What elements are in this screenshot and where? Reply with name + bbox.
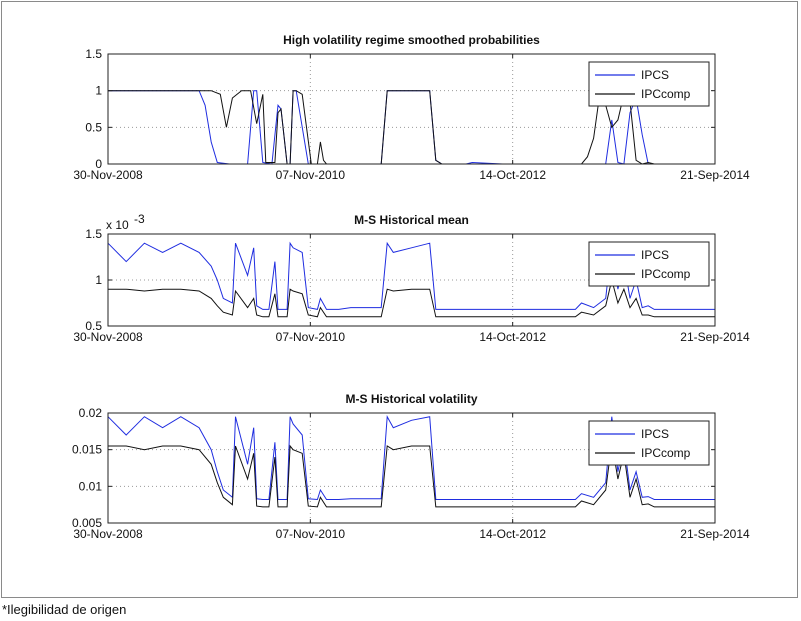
chart-title: M-S Historical volatility — [345, 392, 477, 406]
x-tick-label: 07-Nov-2010 — [276, 168, 346, 182]
y-tick-label: 0.01 — [79, 479, 103, 493]
chart-title: M-S Historical mean — [354, 213, 469, 227]
y-multiplier-exponent: -3 — [134, 212, 145, 226]
legend-label-ipcs: IPCS — [641, 68, 669, 82]
x-tick-label: 14-Oct-2012 — [479, 330, 546, 344]
series-line-ipccomp — [108, 279, 715, 318]
y-tick-label: 1 — [95, 273, 102, 287]
y-multiplier-label: x 10 — [106, 218, 129, 232]
x-tick-label: 30-Nov-2008 — [73, 330, 143, 344]
legend: IPCS IPCcomp — [588, 420, 710, 466]
legend-label-ipcs: IPCS — [641, 248, 669, 262]
x-tick-label: 30-Nov-2008 — [73, 527, 143, 541]
legend-label-ipccomp: IPCcomp — [641, 267, 691, 281]
y-tick-label: 0.5 — [85, 120, 102, 134]
y-tick-label: 0.5 — [85, 319, 102, 333]
x-tick-label: 21-Sep-2014 — [680, 168, 750, 182]
chart-title: High volatility regime smoothed probabil… — [283, 33, 540, 47]
x-tick-label: 21-Sep-2014 — [680, 330, 750, 344]
legend-label-ipccomp: IPCcomp — [641, 446, 691, 460]
figure-canvas: 30-Nov-2008 07-Nov-2010 14-Oct-2012 21-Sep-… — [72, 33, 750, 541]
x-tick-label: 07-Nov-2010 — [276, 527, 346, 541]
y-tick-label: 1.5 — [85, 227, 102, 241]
y-tick-label: 0.015 — [72, 443, 102, 457]
axes-box — [107, 412, 716, 524]
legend-label-ipcs: IPCS — [641, 427, 669, 441]
y-tick-label: 0.02 — [79, 406, 103, 420]
chart-panel-2: 30-Nov-2008 07-Nov-2010 14-Oct-2012 21-Sep-… — [73, 212, 750, 344]
x-tick-label: 30-Nov-2008 — [73, 168, 143, 182]
legend: IPCS IPCcomp — [588, 241, 710, 287]
chart-panel-3: 30-Nov-2008 07-Nov-2010 14-Oct-2012 21-Sep-… — [72, 392, 750, 541]
x-tick-label: 14-Oct-2012 — [479, 168, 546, 182]
legend-box — [588, 61, 710, 107]
axes-box — [107, 53, 716, 165]
legend-box — [588, 420, 710, 466]
y-tick-label: 1.5 — [85, 47, 102, 61]
legend: IPCS IPCcomp — [588, 61, 710, 107]
x-tick-label: 21-Sep-2014 — [680, 527, 750, 541]
y-tick-label: 0 — [95, 157, 102, 171]
figure-frame: 30-Nov-2008 07-Nov-2010 14-Oct-2012 21-Sep-… — [1, 1, 798, 598]
legend-label-ipccomp: IPCcomp — [641, 87, 691, 101]
x-tick-label: 07-Nov-2010 — [276, 330, 346, 344]
footnote: *Ilegibilidad de origen — [2, 602, 127, 617]
chart-panel-1: 30-Nov-2008 07-Nov-2010 14-Oct-2012 21-Sep-… — [73, 33, 750, 182]
y-tick-label: 0.005 — [72, 516, 102, 530]
legend-box — [588, 241, 710, 287]
x-tick-label: 14-Oct-2012 — [479, 527, 546, 541]
y-tick-label: 1 — [95, 84, 102, 98]
